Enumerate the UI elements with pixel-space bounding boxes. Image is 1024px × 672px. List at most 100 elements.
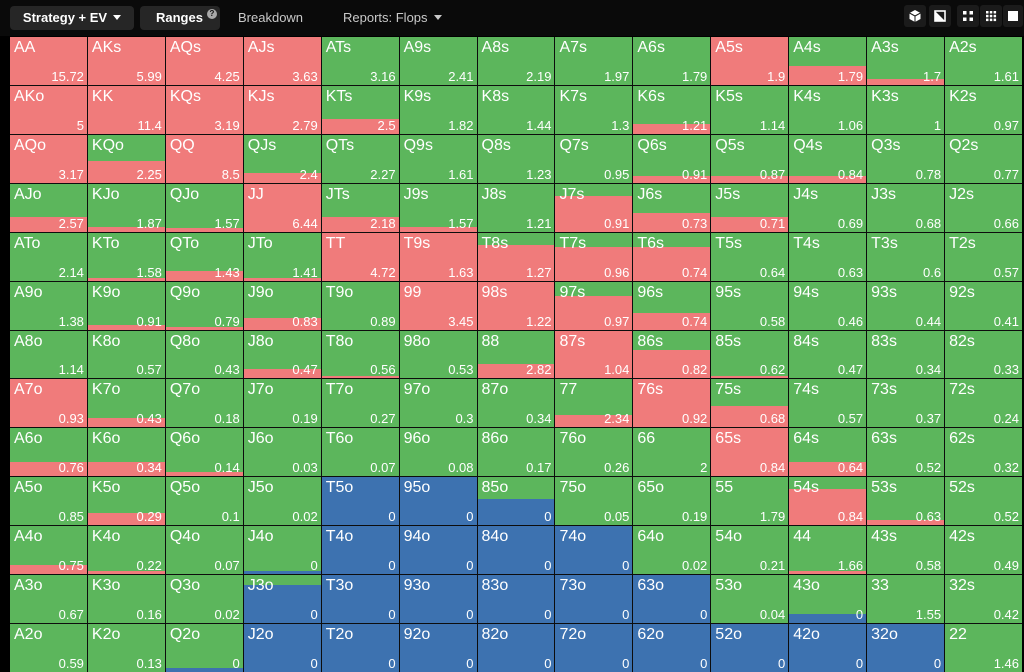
hand-cell[interactable]: 86o 0.17	[477, 428, 555, 477]
hand-cell[interactable]: 93s 0.44	[867, 281, 945, 330]
hand-cell[interactable]: 86s 0.82	[633, 330, 711, 379]
hand-cell[interactable]: AKo 5	[10, 85, 87, 134]
hand-cell[interactable]: 43s 0.58	[867, 526, 945, 575]
hand-cell[interactable]: A5o 0.85	[10, 477, 87, 526]
hand-cell[interactable]: J9o 0.83	[243, 281, 321, 330]
hand-cell[interactable]: A6s 1.79	[633, 37, 711, 85]
hand-cell[interactable]: 87s 1.04	[555, 330, 633, 379]
hand-cell[interactable]: ATo 2.14	[10, 232, 87, 281]
hand-cell[interactable]: 82s 0.33	[945, 330, 1022, 379]
hand-cell[interactable]: Q2s 0.77	[945, 134, 1022, 183]
hand-cell[interactable]: 22 1.46	[945, 624, 1022, 672]
hand-cell[interactable]: JTo 1.41	[243, 232, 321, 281]
hand-cell[interactable]: K9o 0.91	[87, 281, 165, 330]
hand-cell[interactable]: T6s 0.74	[633, 232, 711, 281]
hand-cell[interactable]: 66 2	[633, 428, 711, 477]
tab-strategy-ev[interactable]: Strategy + EV	[10, 6, 134, 30]
hand-cell[interactable]: T8o 0.56	[321, 330, 399, 379]
hand-cell[interactable]: T7o 0.27	[321, 379, 399, 428]
hand-cell[interactable]: 85s 0.62	[711, 330, 789, 379]
hand-cell[interactable]: 72o 0	[555, 624, 633, 672]
hand-cell[interactable]: 97s 0.97	[555, 281, 633, 330]
hand-cell[interactable]: 76o 0.26	[555, 428, 633, 477]
tab-reports-flops[interactable]: Reports: Flops	[343, 6, 442, 30]
split-square-icon[interactable]	[929, 5, 951, 27]
hand-cell[interactable]: 92o 0	[399, 624, 477, 672]
hand-cell[interactable]: KTs 2.5	[321, 85, 399, 134]
hand-cell[interactable]: 42o 0	[789, 624, 867, 672]
hand-cell[interactable]: J4s 0.69	[789, 183, 867, 232]
hand-cell[interactable]: Q8o 0.43	[165, 330, 243, 379]
hand-cell[interactable]: AQs 4.25	[165, 37, 243, 85]
hand-cell[interactable]: T5s 0.64	[711, 232, 789, 281]
hand-cell[interactable]: J3s 0.68	[867, 183, 945, 232]
hand-cell[interactable]: 77 2.34	[555, 379, 633, 428]
hand-cell[interactable]: T3s 0.6	[867, 232, 945, 281]
hand-cell[interactable]: QJs 2.4	[243, 134, 321, 183]
hand-cell[interactable]: J5s 0.71	[711, 183, 789, 232]
hand-cell[interactable]: 32s 0.42	[945, 575, 1022, 624]
hand-cell[interactable]: 44 1.66	[789, 526, 867, 575]
hand-cell[interactable]: A8s 2.19	[477, 37, 555, 85]
hand-cell[interactable]: J2o 0	[243, 624, 321, 672]
hand-cell[interactable]: 94s 0.46	[789, 281, 867, 330]
hand-cell[interactable]: 52s 0.52	[945, 477, 1022, 526]
hand-cell[interactable]: A6o 0.76	[10, 428, 87, 477]
hand-cell[interactable]: 97o 0.3	[399, 379, 477, 428]
hand-cell[interactable]: KJs 2.79	[243, 85, 321, 134]
hand-cell[interactable]: 62o 0	[633, 624, 711, 672]
hand-cell[interactable]: T2o 0	[321, 624, 399, 672]
hand-cell[interactable]: AJs 3.63	[243, 37, 321, 85]
hand-cell[interactable]: K9s 1.82	[399, 85, 477, 134]
hand-cell[interactable]: 63s 0.52	[867, 428, 945, 477]
hand-cell[interactable]: 62s 0.32	[945, 428, 1022, 477]
hand-cell[interactable]: 95s 0.58	[711, 281, 789, 330]
hand-cell[interactable]: Q2o 0	[165, 624, 243, 672]
hand-cell[interactable]: 87o 0.34	[477, 379, 555, 428]
hand-cell[interactable]: 64s 0.64	[789, 428, 867, 477]
hand-cell[interactable]: A4s 1.79	[789, 37, 867, 85]
hand-cell[interactable]: A9o 1.38	[10, 281, 87, 330]
hand-cell[interactable]: T4s 0.63	[789, 232, 867, 281]
hand-cell[interactable]: J9s 1.57	[399, 183, 477, 232]
hand-cell[interactable]: J2s 0.66	[945, 183, 1022, 232]
hand-cell[interactable]: AQo 3.17	[10, 134, 87, 183]
hand-cell[interactable]: J7s 0.91	[555, 183, 633, 232]
hand-cell[interactable]: K4o 0.22	[87, 526, 165, 575]
hand-cell[interactable]: QQ 8.5	[165, 134, 243, 183]
hand-cell[interactable]: 43o 0	[789, 575, 867, 624]
hand-cell[interactable]: Q9s 1.61	[399, 134, 477, 183]
hand-cell[interactable]: AA 15.72	[10, 37, 87, 85]
hand-cell[interactable]: Q6s 0.91	[633, 134, 711, 183]
hand-cell[interactable]: QJo 1.57	[165, 183, 243, 232]
hand-cell[interactable]: T6o 0.07	[321, 428, 399, 477]
collapse-icon[interactable]	[957, 5, 979, 27]
hand-cell[interactable]: K3s 1	[867, 85, 945, 134]
hand-cell[interactable]: T3o 0	[321, 575, 399, 624]
hand-cell[interactable]: 83o 0	[477, 575, 555, 624]
hand-cell[interactable]: 72s 0.24	[945, 379, 1022, 428]
hand-cell[interactable]: T2s 0.57	[945, 232, 1022, 281]
cube-icon[interactable]	[904, 5, 926, 27]
hand-cell[interactable]: 75o 0.05	[555, 477, 633, 526]
hand-cell[interactable]: TT 4.72	[321, 232, 399, 281]
hand-cell[interactable]: T9s 1.63	[399, 232, 477, 281]
hand-cell[interactable]: KQs 3.19	[165, 85, 243, 134]
hand-cell[interactable]: 64o 0.02	[633, 526, 711, 575]
hand-cell[interactable]: K5o 0.29	[87, 477, 165, 526]
hand-cell[interactable]: Q7o 0.18	[165, 379, 243, 428]
hand-cell[interactable]: ATs 3.16	[321, 37, 399, 85]
hand-cell[interactable]: Q7s 0.95	[555, 134, 633, 183]
hand-cell[interactable]: 83s 0.34	[867, 330, 945, 379]
hand-cell[interactable]: QTs 2.27	[321, 134, 399, 183]
hand-cell[interactable]: 93o 0	[399, 575, 477, 624]
hand-cell[interactable]: Q3s 0.78	[867, 134, 945, 183]
hand-cell[interactable]: 42s 0.49	[945, 526, 1022, 575]
hand-cell[interactable]: Q4s 0.84	[789, 134, 867, 183]
hand-cell[interactable]: T7s 0.96	[555, 232, 633, 281]
hand-cell[interactable]: Q9o 0.79	[165, 281, 243, 330]
hand-cell[interactable]: A7s 1.97	[555, 37, 633, 85]
hand-cell[interactable]: 96s 0.74	[633, 281, 711, 330]
hand-cell[interactable]: 74s 0.57	[789, 379, 867, 428]
hand-cell[interactable]: 88 2.82	[477, 330, 555, 379]
